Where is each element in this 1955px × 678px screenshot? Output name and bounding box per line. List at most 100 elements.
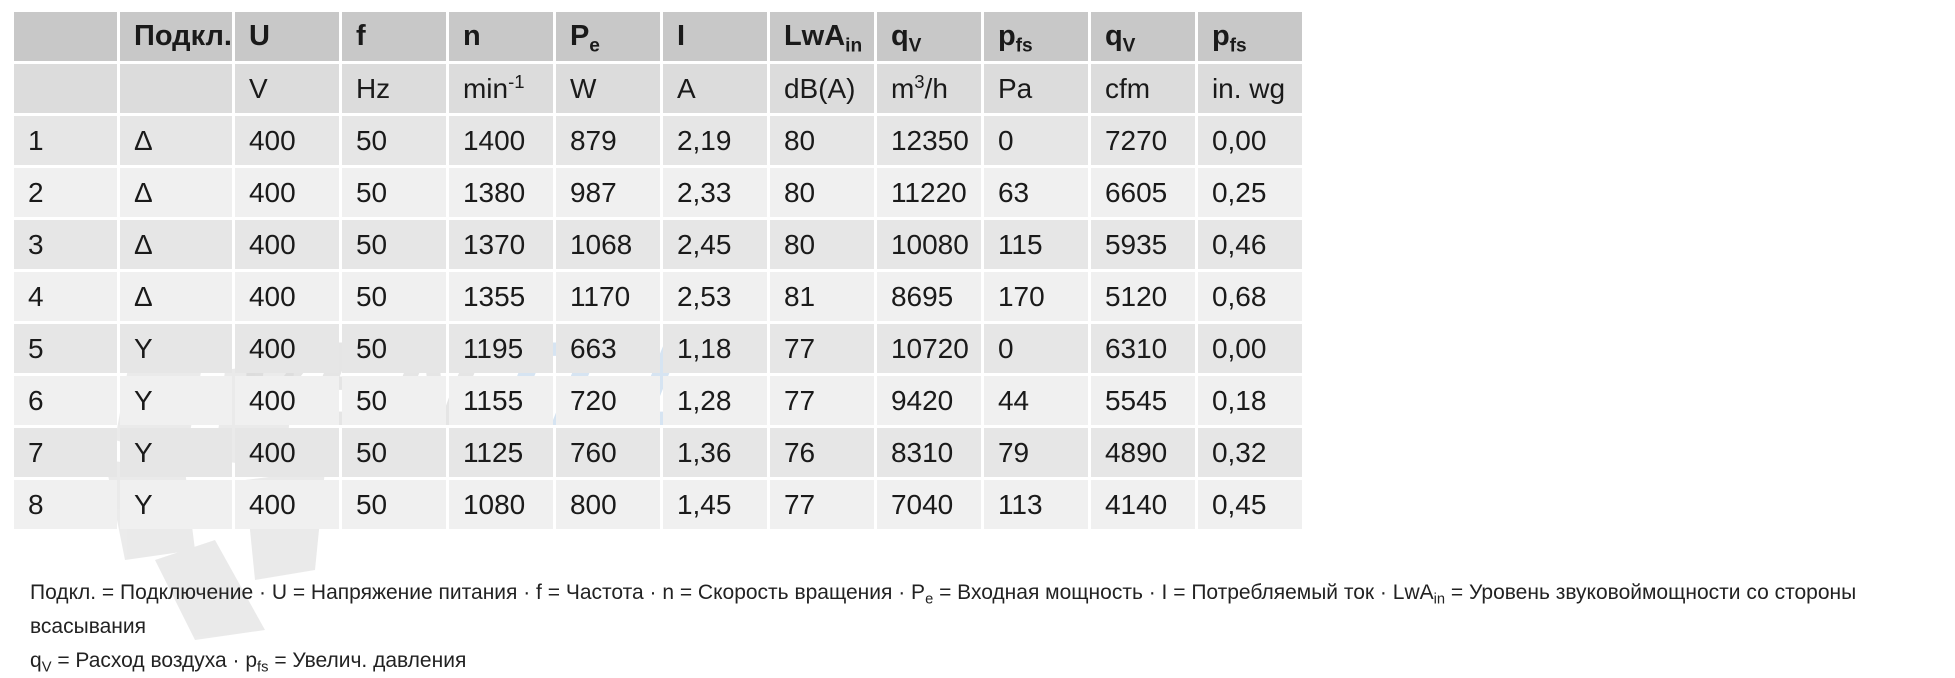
table-cell: 76 xyxy=(769,428,874,477)
table-cell: 5935 xyxy=(1090,220,1195,269)
column-symbol-text: f xyxy=(355,20,366,52)
legend-text: q xyxy=(30,649,42,672)
column-symbol-subscript: fs xyxy=(1015,35,1033,57)
table-cell: 1370 xyxy=(448,220,553,269)
table-cell: 2,19 xyxy=(662,116,767,165)
table-cell: 50 xyxy=(341,220,446,269)
table-cell: 5545 xyxy=(1090,376,1195,425)
column-unit-4: min-1 xyxy=(448,64,553,113)
column-symbol-text: U xyxy=(248,20,270,52)
column-symbol-5: Pe xyxy=(555,12,660,61)
table-cell: Y xyxy=(120,480,232,529)
column-unit-superscript: 3 xyxy=(914,70,925,92)
column-unit-9: Pa xyxy=(983,64,1088,113)
table-cell: 7270 xyxy=(1090,116,1195,165)
legend-text: = Уровень звуковоймощности со стороны вс… xyxy=(30,581,1857,638)
table-cell: 10080 xyxy=(876,220,981,269)
table-cell: 8310 xyxy=(876,428,981,477)
table-cell: 987 xyxy=(555,168,660,217)
table-cell: 720 xyxy=(555,376,660,425)
column-symbol-11: pfs xyxy=(1197,12,1302,61)
column-symbol-text: I xyxy=(676,20,685,52)
table-cell: 1125 xyxy=(448,428,553,477)
table-cell: Δ xyxy=(120,168,232,217)
table-cell: 1 xyxy=(14,116,117,165)
table-cell: Y xyxy=(120,428,232,477)
column-unit-2: V xyxy=(234,64,339,113)
table-cell: 113 xyxy=(983,480,1088,529)
table-cell: 6 xyxy=(14,376,117,425)
column-unit-7: dB(A) xyxy=(769,64,874,113)
table-cell: 3 xyxy=(14,220,117,269)
table-cell: 0 xyxy=(983,116,1088,165)
column-symbol-4: n xyxy=(448,12,553,61)
column-symbol-text: p xyxy=(1211,20,1230,52)
column-symbol-subscript: fs xyxy=(1229,35,1247,57)
column-symbol-1: Подкл. xyxy=(120,12,232,61)
table-cell: 1400 xyxy=(448,116,553,165)
table-cell: 1,45 xyxy=(662,480,767,529)
table-cell: 760 xyxy=(555,428,660,477)
table-cell: 5120 xyxy=(1090,272,1195,321)
column-symbol-3: f xyxy=(341,12,446,61)
table-cell: 400 xyxy=(234,168,339,217)
column-symbol-subscript: in xyxy=(845,35,863,57)
column-unit-text: V xyxy=(248,72,268,104)
column-unit-10: cfm xyxy=(1090,64,1195,113)
legend-subscript: fs xyxy=(257,659,269,676)
table-cell: 115 xyxy=(983,220,1088,269)
column-unit-6: A xyxy=(662,64,767,113)
table-cell: 7 xyxy=(14,428,117,477)
table-cell: 4 xyxy=(14,272,117,321)
table-cell: 8 xyxy=(14,480,117,529)
column-symbol-subscript: e xyxy=(589,35,600,57)
table-cell: 0,45 xyxy=(1197,480,1302,529)
table-cell: 1,28 xyxy=(662,376,767,425)
column-unit-text: dB(A) xyxy=(783,72,856,104)
table-cell: 400 xyxy=(234,480,339,529)
table-row: 1 Δ 400 50 1400 879 2,19 80 12350 0 7270 0,00 xyxy=(14,116,1302,165)
table-row: 6 Y 400 50 1155 720 1,28 77 9420 44 5545 0,18 xyxy=(14,376,1302,425)
table-cell: 50 xyxy=(341,116,446,165)
legend-line-1: Подкл. = Подключение · U = Напряжение пи… xyxy=(30,576,1950,644)
legend-line-2: qV = Расход воздуха · pfs = Увелич. давл… xyxy=(30,644,1950,678)
table-cell: 2,53 xyxy=(662,272,767,321)
column-unit-text: W xyxy=(569,72,597,104)
table-cell: 50 xyxy=(341,480,446,529)
column-unit-3: Hz xyxy=(341,64,446,113)
table-cell: 79 xyxy=(983,428,1088,477)
column-symbol-text: q xyxy=(890,20,909,52)
column-symbol-2: U xyxy=(234,12,339,61)
table-cell: 1195 xyxy=(448,324,553,373)
legend-text: = Входная мощность · I = Потребляемый то… xyxy=(933,581,1434,604)
legend-subscript: in xyxy=(1433,591,1446,608)
column-symbol-text: q xyxy=(1104,20,1123,52)
column-unit-text: Hz xyxy=(355,72,391,104)
table-cell: 170 xyxy=(983,272,1088,321)
table-cell: 77 xyxy=(769,324,874,373)
column-symbol-text: p xyxy=(997,20,1016,52)
column-symbol-9: pfs xyxy=(983,12,1088,61)
table-row: 8 Y 400 50 1080 800 1,45 77 7040 113 4140 0,45 xyxy=(14,480,1302,529)
table-cell: 2,45 xyxy=(662,220,767,269)
table-cell: 6310 xyxy=(1090,324,1195,373)
column-unit-text: Pa xyxy=(997,72,1033,104)
column-unit-text: A xyxy=(676,72,696,104)
table-row: 5 Y 400 50 1195 663 1,18 77 10720 0 6310 0,00 xyxy=(14,324,1302,373)
legend-subscript: V xyxy=(41,659,52,676)
column-unit-tail: /h xyxy=(924,72,948,104)
column-unit-text: cfm xyxy=(1104,72,1151,104)
column-symbol-text: LwA xyxy=(783,20,846,52)
table-cell: 12350 xyxy=(876,116,981,165)
table-cell: 1,36 xyxy=(662,428,767,477)
table-cell: 63 xyxy=(983,168,1088,217)
table-cell: 80 xyxy=(769,116,874,165)
table-cell: 1170 xyxy=(555,272,660,321)
table-cell: 1155 xyxy=(448,376,553,425)
column-symbol-10: qV xyxy=(1090,12,1195,61)
table-cell: 0 xyxy=(983,324,1088,373)
column-symbol-0 xyxy=(14,12,117,61)
